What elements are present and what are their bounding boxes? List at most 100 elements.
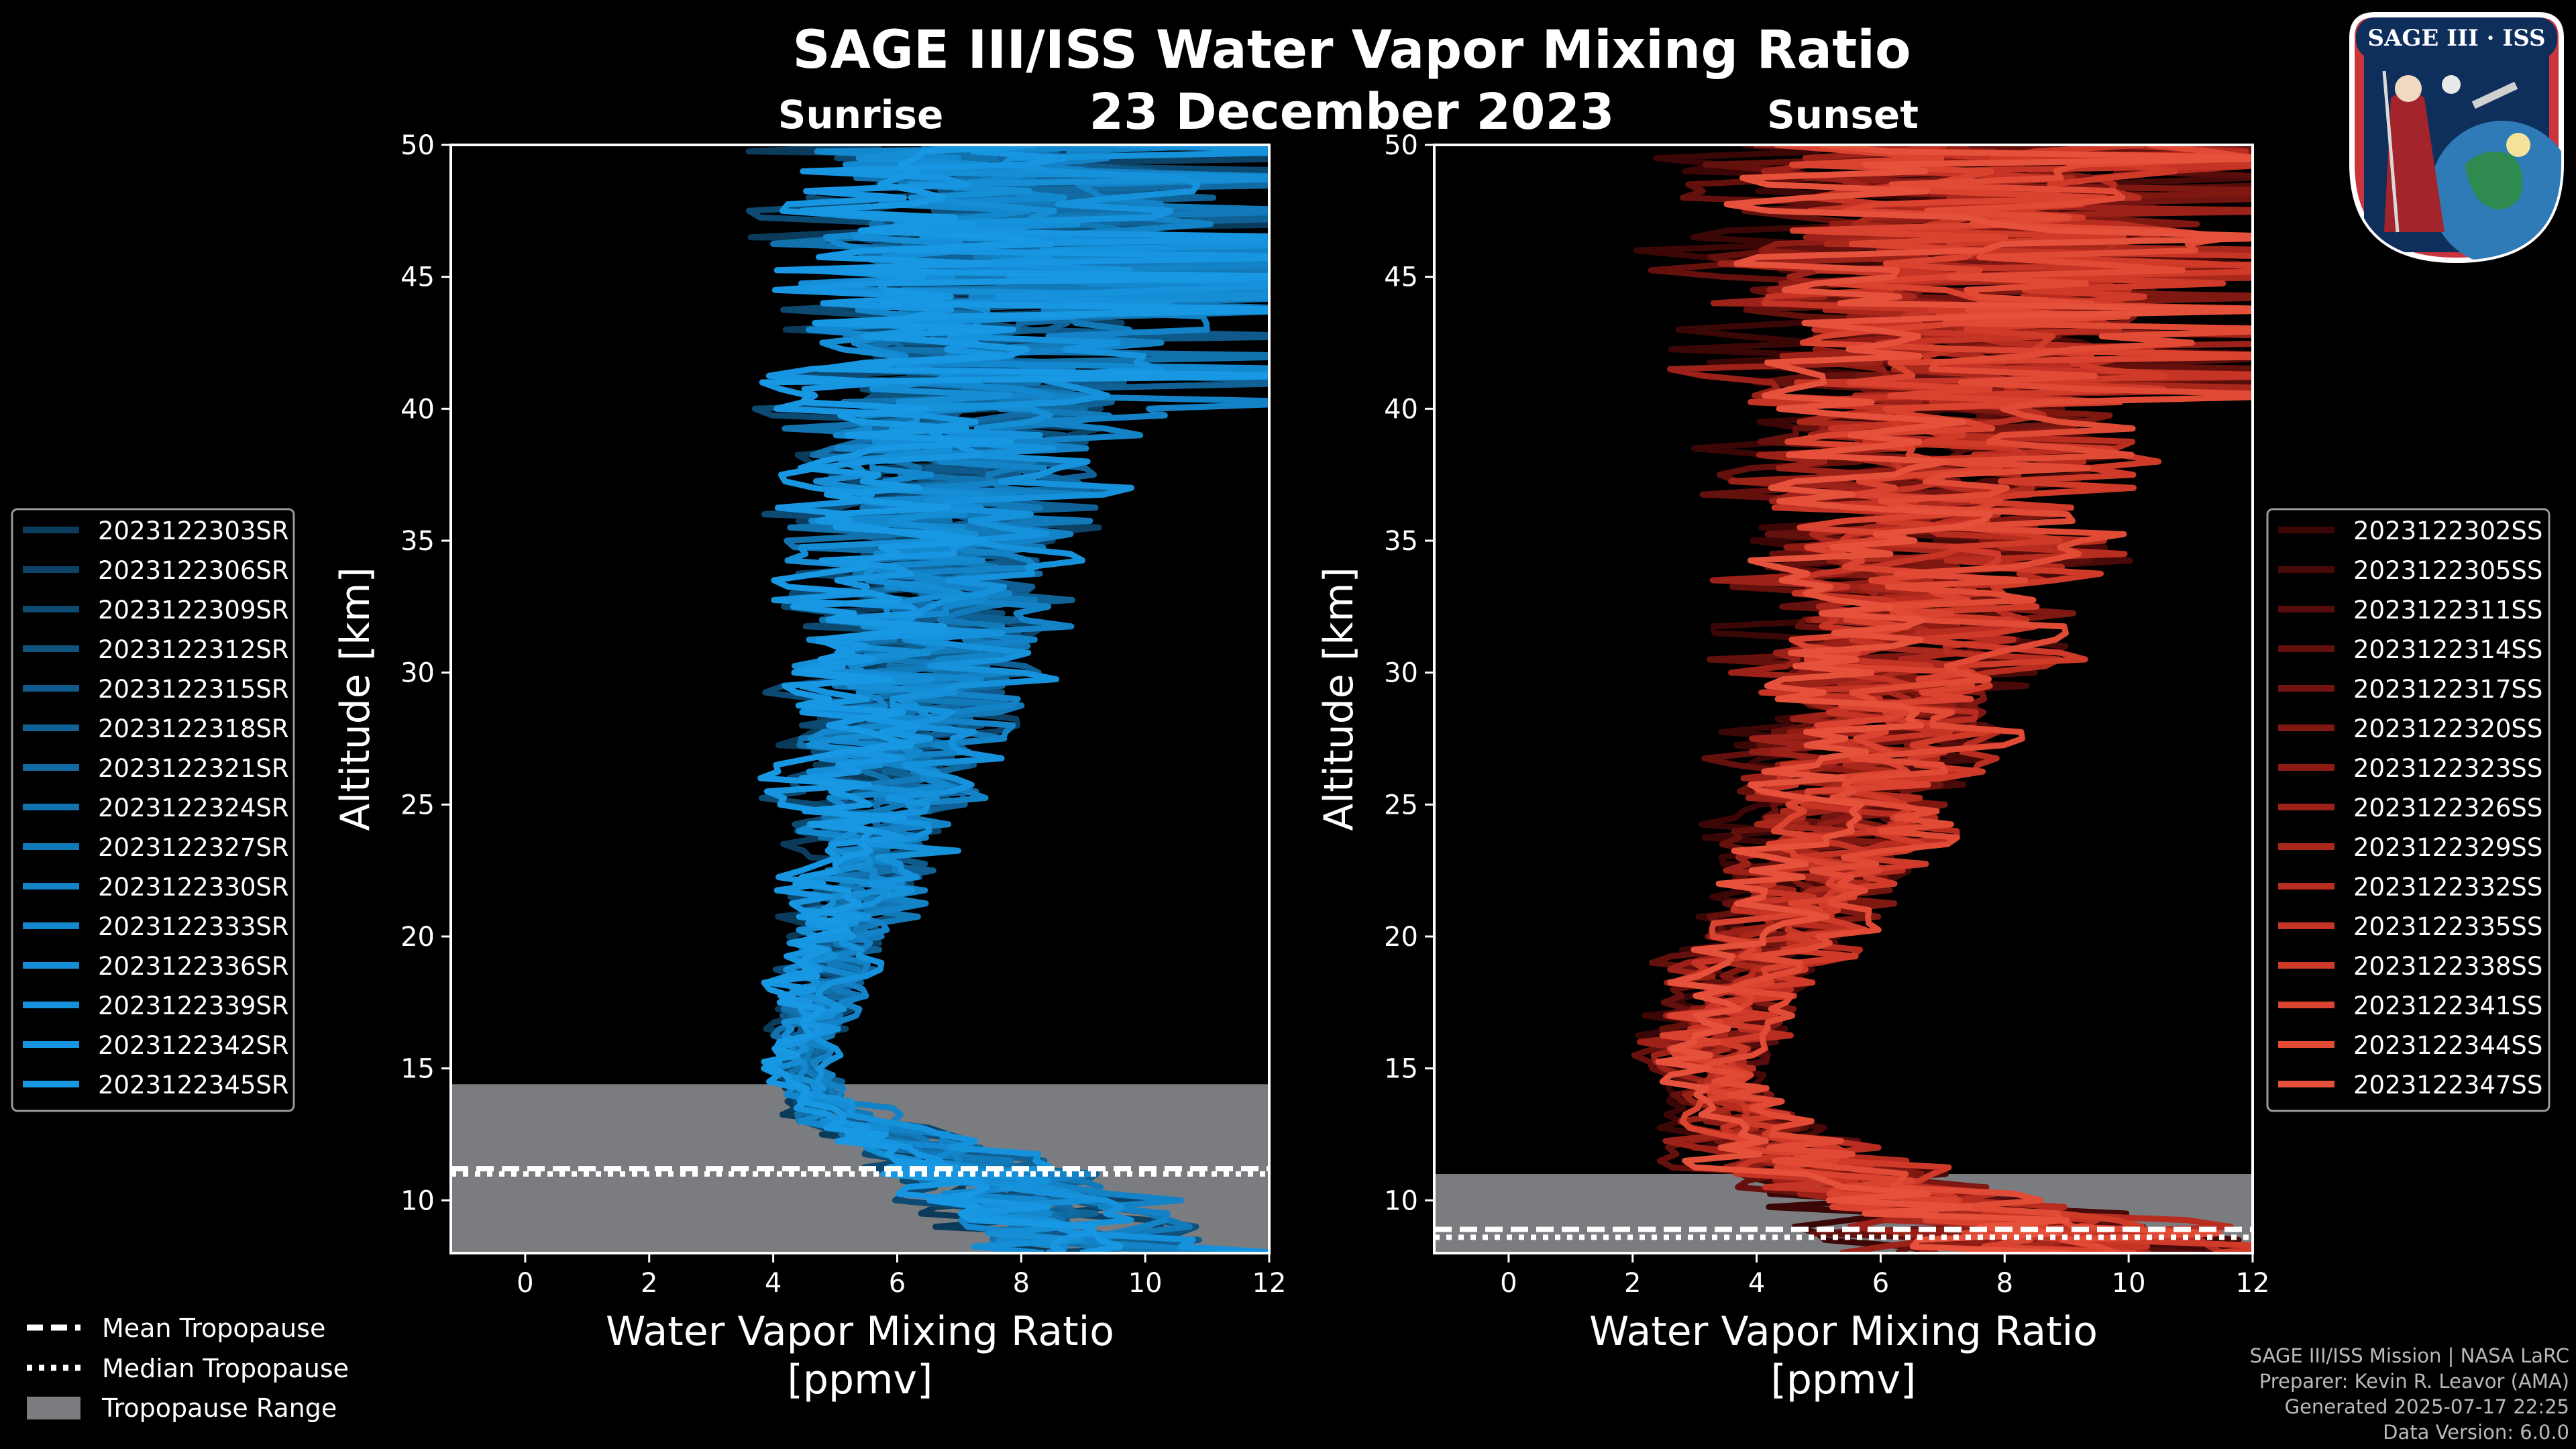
sunrise-profile-2023122342SR [761,145,1269,1253]
sunset-x-tick-label: 4 [1748,1268,1765,1299]
sunrise-x-tick-label: 4 [765,1268,782,1299]
figure-date: 23 December 2023 [1089,83,1615,141]
sunrise-y-tick-label: 30 [400,658,435,689]
sunset-y-tick-label: 40 [1384,394,1418,425]
logo-header-band [2356,17,2557,59]
sunset-y-tick-label: 10 [1384,1185,1418,1216]
sunset-x-tick-label: 12 [2236,1268,2270,1299]
sunrise-legend-label: 2023122303SR [98,517,289,545]
sunset-x-axis-label: [ppmv] [1771,1356,1917,1403]
logo-figure-head [2395,75,2422,102]
sunrise-legend-label: 2023122324SR [98,794,289,822]
mean-tropopause-label: Mean Tropopause [102,1313,325,1343]
sunrise-panel: 0 2 4 6 8 10 12 10 15 20 25 30 35 40 45 50 Water Vapor M… [332,130,1287,1403]
sunrise-x-tick-label: 6 [889,1268,906,1299]
sunrise-legend-label: 2023122309SR [98,596,289,625]
sunset-y-tick-label: 30 [1384,658,1418,689]
sunset-profile-2023122347SS [1655,145,2253,1253]
sunset-y-tick-label: 45 [1384,262,1418,293]
tropopause-legend: Mean Tropopause Median Tropopause Tropop… [27,1313,349,1423]
sunrise-y-tick-label: 20 [400,922,435,953]
sunset-legend-label: 2023122347SS [2353,1071,2542,1099]
sunset-y-tick-label: 35 [1384,526,1418,557]
sunset-legend-label: 2023122311SS [2353,596,2542,625]
sunset-legend-label: 2023122335SS [2353,912,2542,941]
sunset-legend-box [2266,508,2551,1112]
sunset-x-tick-label: 10 [2112,1268,2146,1299]
sunrise-y-tick-label: 15 [400,1054,435,1085]
sunset-x-tick-label: 2 [1624,1268,1641,1299]
sunset-x-axis-label: Water Vapor Mixing Ratio [1589,1308,2098,1355]
logo-text: SAGE III · ISS [2367,25,2545,52]
sunrise-x-tick-label: 12 [1252,1268,1287,1299]
tropopause-range-swatch [27,1397,80,1419]
sunrise-legend-label: 2023122315SR [98,675,289,704]
sunset-y-tick-label: 50 [1384,130,1418,161]
sunset-y-axis-label: Altitude [km] [1316,567,1362,831]
sunrise-y-tick-label: 10 [400,1185,435,1216]
sunrise-profile-2023122333SR [784,145,1269,1253]
credit-generated: Generated 2025-07-17 22:25 [2284,1395,2569,1418]
sunrise-legend: 2023122303SR 2023122306SR 2023122309SR 2023… [11,508,295,1112]
sunset-subtitle: Sunset [1767,92,1919,138]
sunset-x-tick-label: 8 [1996,1268,2013,1299]
sunrise-x-tick-label: 2 [641,1268,657,1299]
sunset-x-tick-label: 0 [1500,1268,1517,1299]
logo-moon [2442,75,2461,94]
sunset-profile-2023122302SS [1633,145,2253,1253]
sunrise-axes-frame [449,144,1271,1254]
sunset-legend-label: 2023122338SS [2353,952,2542,981]
sunset-y-tick-label: 25 [1384,790,1418,820]
sunrise-legend-label: 2023122339SR [98,991,289,1020]
sunset-legend-label: 2023122326SS [2353,794,2542,822]
sunrise-legend-label: 2023122327SR [98,833,289,862]
credit-data-version: Data Version: 6.0.0 [2383,1421,2569,1444]
sunrise-legend-label: 2023122318SR [98,714,289,743]
sunset-legend-label: 2023122344SS [2353,1031,2542,1060]
credit-preparer: Preparer: Kevin R. Leavor (AMA) [2259,1370,2569,1393]
logo-continent [2465,152,2523,210]
sunset-axes-frame [1433,144,2254,1254]
sunrise-x-axis-label: Water Vapor Mixing Ratio [606,1308,1114,1355]
sunrise-legend-label: 2023122312SR [98,635,289,664]
sunrise-legend-label: 2023122330SR [98,873,289,902]
sunset-legend-label: 2023122305SS [2353,556,2542,585]
sunrise-x-tick-label: 0 [517,1268,533,1299]
logo-sun [2506,133,2530,157]
sunset-legend-label: 2023122329SS [2353,833,2542,862]
sunset-legend-label: 2023122302SS [2353,517,2542,545]
credit-mission: SAGE III/ISS Mission | NASA LaRC [2249,1344,2569,1367]
sunset-legend-label: 2023122323SS [2353,754,2542,783]
sunrise-legend-label: 2023122306SR [98,556,289,585]
sunrise-y-tick-label: 45 [400,262,435,293]
logo-iss [2471,81,2518,109]
median-tropopause-label: Median Tropopause [102,1354,349,1383]
logo-figure [2384,91,2445,232]
sunset-legend: 2023122302SS 2023122305SS 2023122311SS 2023… [2266,508,2551,1112]
sunset-legend-label: 2023122320SS [2353,714,2542,743]
logo-staff [2382,70,2400,233]
sunrise-legend-label: 2023122336SR [98,952,289,981]
sunset-legend-label: 2023122341SS [2353,991,2542,1020]
sunrise-legend-label: 2023122345SR [98,1071,289,1099]
sunset-legend-label: 2023122332SS [2353,873,2542,902]
sunset-x-tick-label: 6 [1872,1268,1889,1299]
figure-title: SAGE III/ISS Water Vapor Mixing Ratio [792,20,1911,80]
sunrise-legend-label: 2023122342SR [98,1031,289,1060]
sunrise-subtitle: Sunrise [778,92,944,138]
sunset-y-tick-label: 20 [1384,922,1418,953]
sunset-panel: 0 2 4 6 8 10 12 10 15 20 25 30 35 40 45 50 Water Vapor M… [1316,130,2270,1403]
credits: SAGE III/ISS Mission | NASA LaRC Prepare… [2250,1343,2569,1445]
tropopause-range-label: Tropopause Range [101,1393,337,1423]
sunrise-x-tick-label: 8 [1013,1268,1030,1299]
sunrise-legend-box [11,508,295,1112]
sunrise-legend-label: 2023122333SR [98,912,289,941]
sunrise-profile-2023122345SR [757,145,1269,1253]
sunrise-x-axis-label: [ppmv] [788,1356,933,1403]
sunrise-x-tick-label: 10 [1128,1268,1163,1299]
sunrise-y-tick-label: 50 [400,130,435,161]
sunset-legend-label: 2023122317SS [2353,675,2542,704]
sunrise-y-tick-label: 40 [400,394,435,425]
sunset-y-tick-label: 15 [1384,1054,1418,1085]
